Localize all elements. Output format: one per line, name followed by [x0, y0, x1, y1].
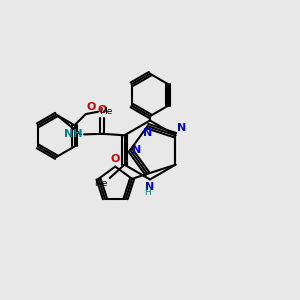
Text: N: N: [143, 128, 152, 138]
Text: N: N: [177, 123, 186, 133]
Text: N: N: [132, 145, 141, 155]
Text: N: N: [146, 182, 154, 192]
Text: NH: NH: [64, 129, 83, 139]
Text: O: O: [98, 105, 107, 115]
Text: Me: Me: [94, 179, 107, 188]
Text: Me: Me: [100, 106, 113, 116]
Text: O: O: [111, 154, 120, 164]
Text: O: O: [86, 102, 96, 112]
Text: H: H: [144, 188, 151, 197]
